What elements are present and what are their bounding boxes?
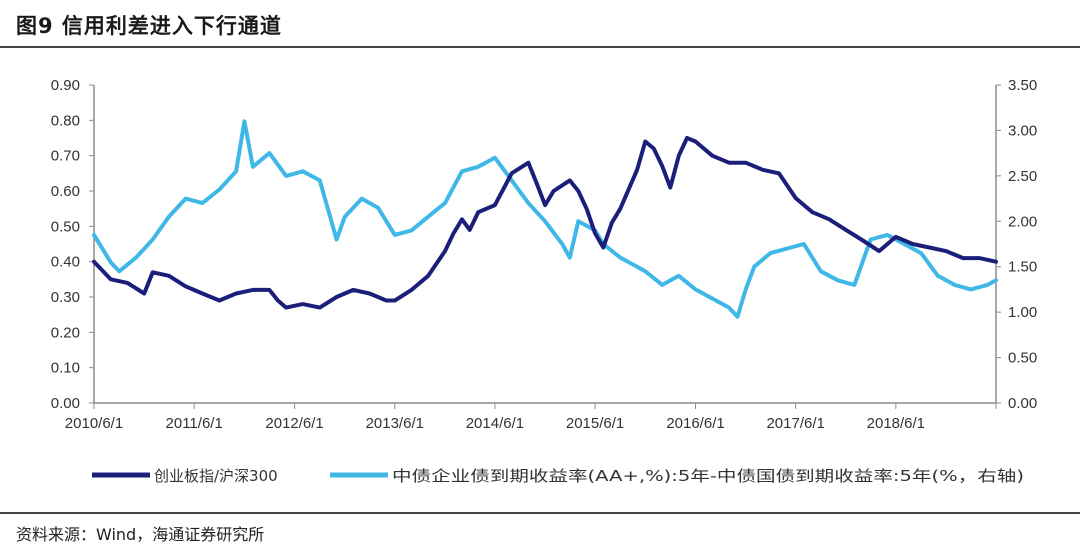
y-left-tick-label: 0.30 [51, 289, 80, 306]
x-tick-label: 2011/6/1 [166, 415, 223, 432]
title-bar: 图9 信用利差进入下行通道 [0, 0, 1080, 46]
y-right-tick-label: 1.00 [1008, 304, 1037, 321]
y-left-tick-label: 0.60 [51, 183, 80, 200]
bottom-rule [0, 512, 1080, 514]
x-tick-label: 2014/6/1 [466, 415, 524, 432]
chart-title: 图9 信用利差进入下行通道 [16, 14, 282, 38]
legend-label-1: 创业板指/沪深300 [154, 467, 278, 485]
y-right-tick-label: 3.00 [1008, 122, 1037, 139]
y-left-tick-label: 0.90 [51, 77, 80, 94]
y-right-tick-label: 1.50 [1008, 259, 1037, 276]
y-left-tick-label: 0.50 [51, 218, 80, 235]
series-line-1 [92, 136, 998, 310]
y-left-tick-label: 0.70 [51, 148, 80, 165]
y-left-tick-label: 0.10 [51, 360, 80, 377]
y-right-tick-label: 0.50 [1008, 350, 1037, 367]
y-left-tick-label: 0.20 [51, 324, 80, 341]
source-note: 资料来源：Wind，海通证券研究所 [16, 525, 265, 544]
y-right-tick-label: 3.50 [1008, 77, 1037, 94]
y-left-tick-label: 0.40 [51, 254, 80, 271]
y-right-tick-label: 0.00 [1008, 395, 1037, 412]
y-right-tick-label: 2.50 [1008, 168, 1037, 185]
x-tick-label: 2013/6/1 [366, 415, 424, 432]
y-right-tick-label: 2.00 [1008, 213, 1037, 230]
dual-axis-line-chart: 0.00 0.10 0.20 0.30 0.40 0.50 0.60 0.70 0.80 0.90… [51, 77, 1037, 485]
x-tick-label: 2017/6/1 [766, 415, 824, 432]
x-tick-label: 2010/6/1 [65, 415, 123, 432]
legend-label-2: 中债企业债到期收益率(AA+,%):5年-中债国债到期收益率:5年(%，右轴) [392, 467, 1024, 485]
top-rule [0, 46, 1080, 48]
y-left-tick-label: 0.80 [51, 112, 80, 129]
y-left-tick-label: 0.00 [51, 395, 80, 412]
x-tick-label: 2012/6/1 [265, 415, 323, 432]
series-line-2 [92, 119, 998, 319]
x-tick-label: 2016/6/1 [666, 415, 724, 432]
x-tick-label: 2018/6/1 [867, 415, 925, 432]
x-tick-label: 2015/6/1 [566, 415, 624, 432]
